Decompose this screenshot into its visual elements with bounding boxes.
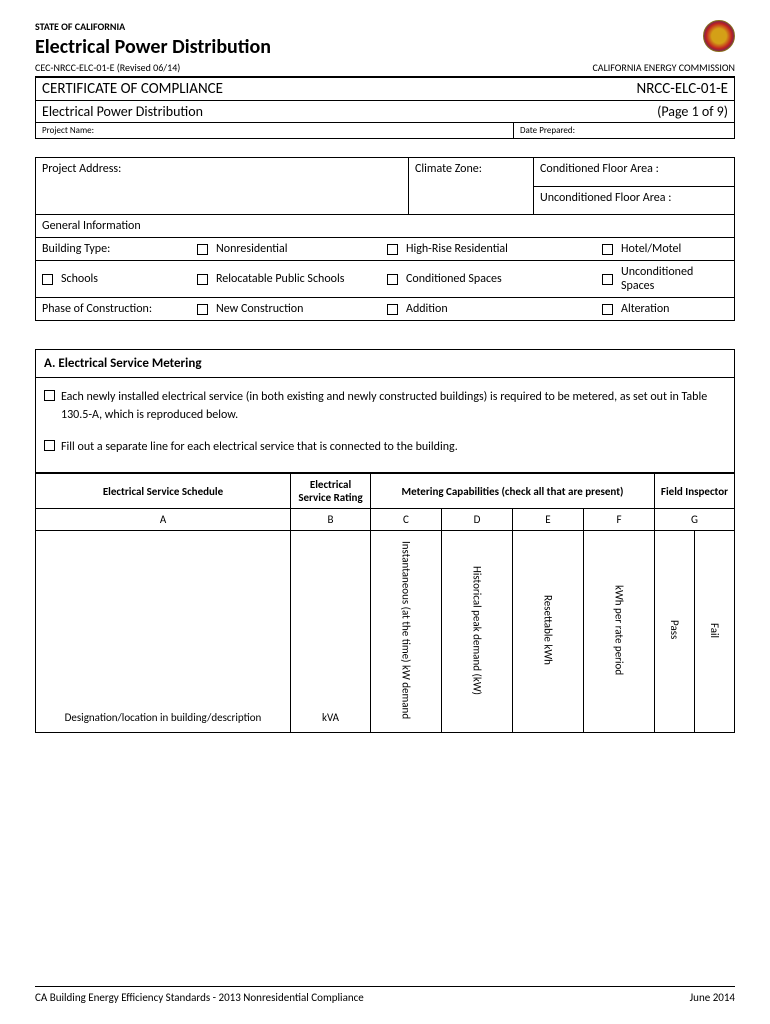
checkbox-para2[interactable] bbox=[44, 440, 55, 451]
page-number: (Page 1 of 9) bbox=[657, 103, 728, 120]
row-kva: kVA bbox=[291, 531, 371, 733]
checkbox-new[interactable] bbox=[197, 304, 208, 315]
compliance-subtitle: Electrical Power Distribution bbox=[42, 103, 203, 120]
col-b: B bbox=[291, 509, 371, 531]
opt-schools: Schools bbox=[61, 272, 98, 286]
checkbox-relocatable[interactable] bbox=[197, 274, 208, 285]
vlabel-pass: Pass bbox=[668, 614, 681, 645]
footer-right: June 2014 bbox=[690, 991, 735, 1004]
date-prepared-field[interactable]: Date Prepared: bbox=[514, 123, 734, 138]
col-d: D bbox=[441, 509, 512, 531]
vlabel-c: Instantaneous (at the time) kW demand bbox=[399, 535, 412, 725]
main-title: Electrical Power Distribution bbox=[35, 35, 703, 59]
opt-new: New Construction bbox=[216, 302, 303, 316]
row-desc: Designation/location in building/descrip… bbox=[36, 531, 291, 733]
th-schedule: Electrical Service Schedule bbox=[36, 474, 291, 509]
col-g: G bbox=[655, 509, 735, 531]
general-info-label: General Information bbox=[36, 214, 734, 238]
col-c: C bbox=[371, 509, 442, 531]
page-footer: CA Building Energy Efficiency Standards … bbox=[35, 986, 735, 1004]
col-a: A bbox=[36, 509, 291, 531]
project-name-field[interactable]: Project Name: bbox=[36, 123, 514, 138]
section-a-title: A. Electrical Service Metering bbox=[36, 350, 734, 378]
form-id: CEC-NRCC-ELC-01-E (Revised 06/14) bbox=[35, 61, 180, 74]
opt-addition: Addition bbox=[406, 302, 448, 316]
opt-nonresidential: Nonresidential bbox=[216, 242, 287, 256]
section-a-para2: Fill out a separate line for each electr… bbox=[61, 438, 458, 456]
form-code: NRCC-ELC-01-E bbox=[637, 80, 728, 98]
page-header: STATE OF CALIFORNIA Electrical Power Dis… bbox=[35, 20, 735, 59]
unconditioned-area-field[interactable]: Unconditioned Floor Area : bbox=[534, 187, 734, 215]
checkbox-alteration[interactable] bbox=[602, 304, 613, 315]
checkbox-highrise[interactable] bbox=[387, 244, 398, 255]
building-type-row: Building Type: Nonresidential High-Rise … bbox=[36, 238, 734, 261]
section-a: A. Electrical Service Metering Each newl… bbox=[35, 349, 735, 473]
vlabel-e: Resettable kWh bbox=[541, 589, 554, 671]
vlabel-f: kWh per rate period bbox=[612, 579, 625, 681]
cert-label: CERTIFICATE OF COMPLIANCE bbox=[42, 80, 223, 98]
compliance-header: CERTIFICATE OF COMPLIANCE NRCC-ELC-01-E … bbox=[35, 77, 735, 139]
metering-table: Electrical Service Schedule Electrical S… bbox=[35, 473, 735, 733]
conditioned-area-field[interactable]: Conditioned Floor Area : bbox=[534, 158, 734, 187]
opt-uncond-spaces: Unconditioned Spaces bbox=[621, 265, 728, 293]
checkbox-uncond-spaces[interactable] bbox=[602, 274, 613, 285]
vlabel-fail: Fail bbox=[708, 617, 721, 644]
form-id-row: CEC-NRCC-ELC-01-E (Revised 06/14) CALIFO… bbox=[35, 61, 735, 77]
checkbox-cond-spaces[interactable] bbox=[387, 274, 398, 285]
opt-relocatable: Relocatable Public Schools bbox=[216, 272, 344, 286]
checkbox-nonresidential[interactable] bbox=[197, 244, 208, 255]
th-inspector: Field Inspector bbox=[655, 474, 735, 509]
state-label: STATE OF CALIFORNIA bbox=[35, 20, 703, 33]
opt-alteration: Alteration bbox=[621, 302, 669, 316]
commission-label: CALIFORNIA ENERGY COMMISSION bbox=[592, 61, 735, 74]
vlabel-d: Historical peak demand (kW) bbox=[470, 560, 483, 701]
section-a-para1: Each newly installed electrical service … bbox=[61, 388, 726, 424]
checkbox-hotel[interactable] bbox=[602, 244, 613, 255]
opt-cond-spaces: Conditioned Spaces bbox=[406, 272, 502, 286]
project-address-field[interactable]: Project Address: bbox=[36, 158, 409, 214]
climate-zone-field[interactable]: Climate Zone: bbox=[409, 158, 534, 214]
th-rating: Electrical Service Rating bbox=[291, 474, 371, 509]
opt-hotel: Hotel/Motel bbox=[621, 242, 681, 256]
checkbox-addition[interactable] bbox=[387, 304, 398, 315]
phase-row: Phase of Construction: New Construction … bbox=[36, 298, 734, 320]
col-f: F bbox=[583, 509, 654, 531]
schools-row: Schools Relocatable Public Schools Condi… bbox=[36, 261, 734, 298]
info-table: Project Address: Climate Zone: Condition… bbox=[35, 157, 735, 321]
building-type-label: Building Type: bbox=[42, 242, 197, 256]
state-seal-icon bbox=[703, 20, 735, 52]
th-capabilities: Metering Capabilities (check all that ar… bbox=[371, 474, 655, 509]
footer-left: CA Building Energy Efficiency Standards … bbox=[35, 991, 364, 1004]
phase-label: Phase of Construction: bbox=[42, 302, 197, 316]
col-e: E bbox=[512, 509, 583, 531]
checkbox-para1[interactable] bbox=[44, 390, 55, 401]
checkbox-schools[interactable] bbox=[42, 274, 53, 285]
opt-highrise: High-Rise Residential bbox=[406, 242, 508, 256]
